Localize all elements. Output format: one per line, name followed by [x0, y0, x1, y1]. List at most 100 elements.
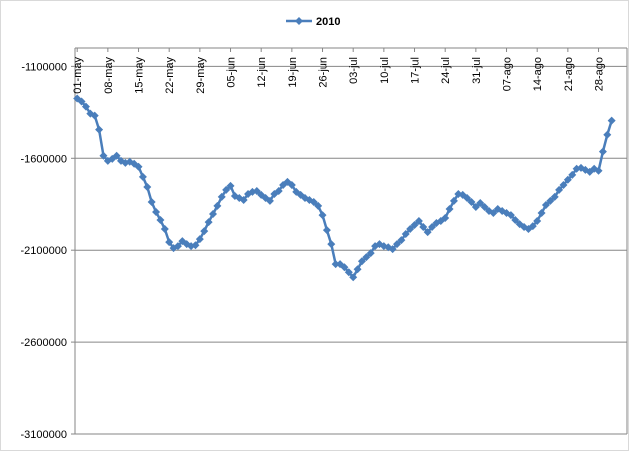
data-point [156, 216, 165, 225]
data-point [331, 260, 340, 269]
x-tick-label: 31-jul [471, 57, 483, 84]
x-tick-label: 28-ago [594, 57, 606, 91]
y-tick-label: -3100000 [21, 429, 68, 441]
data-point [95, 125, 104, 134]
x-tick-label: 22-may [164, 57, 176, 94]
x-tick-label: 24-jul [440, 57, 452, 84]
data-point [414, 216, 423, 225]
data-point [252, 187, 261, 196]
data-point [550, 192, 559, 201]
data-point [533, 216, 542, 225]
x-tick-label: 10-jul [379, 57, 391, 84]
x-tick-label: 19-jun [287, 57, 299, 88]
data-point [309, 198, 318, 207]
data-point [349, 273, 358, 282]
legend-label: 2010 [316, 16, 340, 28]
data-point [406, 225, 415, 234]
data-point [274, 187, 283, 196]
legend-marker [295, 17, 303, 25]
data-point [419, 223, 428, 232]
data-point [428, 223, 437, 232]
data-point [152, 207, 161, 216]
data-point [99, 151, 108, 160]
data-point [388, 245, 397, 254]
data-point [191, 241, 200, 250]
data-point [594, 166, 603, 175]
data-point [204, 218, 213, 227]
y-tick-label: -1100000 [21, 61, 67, 73]
data-point [410, 221, 419, 230]
y-tick-label: -2600000 [21, 337, 68, 349]
data-point [322, 226, 331, 235]
data-point [147, 198, 156, 207]
data-point [423, 228, 432, 237]
x-tick-label: 26-jun [318, 57, 330, 88]
x-tick-label: 01-may [72, 57, 84, 94]
data-point [607, 116, 616, 125]
data-point [555, 185, 564, 194]
data-point [471, 202, 480, 211]
data-point [353, 265, 362, 274]
x-tick-label: 15-may [134, 57, 146, 94]
x-tick-label: 12-jun [256, 57, 268, 88]
data-point [318, 211, 327, 220]
data-point [134, 162, 143, 171]
data-point [217, 192, 226, 201]
x-tick-label: 17-jul [410, 57, 422, 84]
data-point [173, 242, 182, 251]
data-point [563, 175, 572, 184]
data-point [209, 209, 217, 218]
y-tick-label: -1600000 [21, 153, 68, 165]
data-point [222, 185, 231, 194]
data-point [77, 97, 86, 106]
data-point [603, 130, 612, 139]
data-point [200, 227, 209, 236]
data-point [265, 196, 274, 205]
data-point [340, 263, 349, 272]
x-tick-label: 08-may [103, 57, 115, 94]
data-point [537, 209, 546, 218]
x-tick-label: 07-ago [502, 57, 514, 91]
x-tick-label: 21-ago [563, 57, 575, 91]
data-point [81, 102, 90, 111]
data-point [362, 253, 371, 262]
data-point [511, 216, 520, 225]
data-point [559, 180, 568, 189]
data-point [138, 172, 147, 181]
data-point [449, 196, 458, 205]
x-tick-label: 29-may [195, 57, 207, 94]
x-tick-label: 03-jul [348, 57, 360, 84]
data-point [568, 170, 577, 179]
data-point [226, 181, 235, 190]
x-tick-label: 05-jun [226, 57, 238, 88]
data-point [489, 209, 498, 218]
data-point [393, 240, 401, 249]
data-point [480, 202, 489, 211]
data-point [541, 200, 550, 209]
data-point [160, 225, 169, 234]
data-point [327, 240, 336, 249]
data-point [366, 249, 375, 258]
data-point [546, 196, 555, 205]
data-point [467, 198, 476, 207]
data-point [90, 111, 99, 120]
data-point [441, 214, 450, 223]
data-point [401, 230, 410, 239]
data-point [445, 205, 454, 214]
data-point [239, 196, 248, 205]
data-point [357, 257, 366, 266]
data-point [213, 201, 222, 210]
data-point [165, 238, 174, 247]
data-point [195, 235, 204, 244]
data-point [143, 182, 152, 191]
data-point [314, 201, 323, 210]
data-point [287, 180, 296, 189]
data-point [476, 198, 485, 207]
data-point [397, 236, 406, 245]
x-tick-label: 14-ago [532, 57, 544, 91]
data-point [598, 147, 607, 156]
data-point [112, 151, 121, 160]
data-point [344, 268, 353, 277]
data-point [528, 222, 537, 231]
